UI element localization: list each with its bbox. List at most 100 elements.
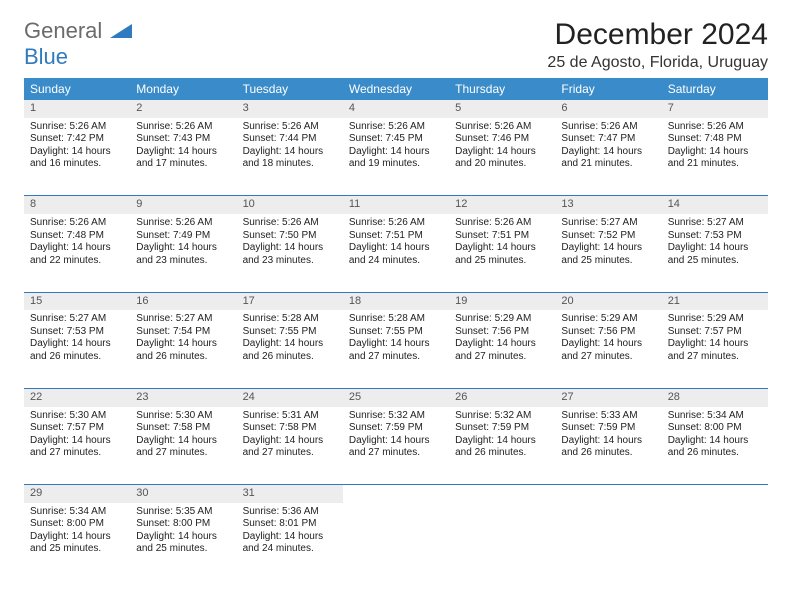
day-details: Sunrise: 5:28 AMSunset: 7:55 PMDaylight:… (343, 310, 449, 369)
day-number-cell: 16 (130, 292, 236, 310)
day-body-cell: Sunrise: 5:26 AMSunset: 7:51 PMDaylight:… (449, 214, 555, 292)
day-body-cell: Sunrise: 5:34 AMSunset: 8:00 PMDaylight:… (662, 407, 768, 485)
day-body-cell: Sunrise: 5:26 AMSunset: 7:48 PMDaylight:… (662, 118, 768, 196)
day-body-cell: Sunrise: 5:26 AMSunset: 7:43 PMDaylight:… (130, 118, 236, 196)
sunrise-line: Sunrise: 5:26 AM (349, 217, 443, 230)
sunset-line: Sunset: 8:00 PM (136, 518, 230, 531)
sunrise-line: Sunrise: 5:34 AM (30, 506, 124, 519)
day-body-cell: Sunrise: 5:27 AMSunset: 7:53 PMDaylight:… (24, 310, 130, 388)
sunrise-line: Sunrise: 5:35 AM (136, 506, 230, 519)
sunrise-line: Sunrise: 5:31 AM (243, 410, 337, 423)
day-number-cell (343, 485, 449, 503)
day-number-cell: 17 (237, 292, 343, 310)
day-body-cell: Sunrise: 5:32 AMSunset: 7:59 PMDaylight:… (343, 407, 449, 485)
day-body-cell (555, 503, 661, 581)
daylight-line: Daylight: 14 hours and 25 minutes. (30, 531, 124, 556)
day-details: Sunrise: 5:29 AMSunset: 7:56 PMDaylight:… (555, 310, 661, 369)
sunset-line: Sunset: 7:53 PM (30, 326, 124, 339)
day-number-cell: 29 (24, 485, 130, 503)
weekday-header-row: Sunday Monday Tuesday Wednesday Thursday… (24, 78, 768, 100)
day-number-cell: 9 (130, 196, 236, 214)
daylight-line: Daylight: 14 hours and 22 minutes. (30, 242, 124, 267)
day-body-cell (449, 503, 555, 581)
daylight-line: Daylight: 14 hours and 26 minutes. (30, 338, 124, 363)
sunset-line: Sunset: 7:58 PM (136, 422, 230, 435)
sunrise-line: Sunrise: 5:27 AM (30, 313, 124, 326)
logo-triangle-icon (110, 24, 132, 38)
day-number-cell: 20 (555, 292, 661, 310)
day-number-cell: 11 (343, 196, 449, 214)
sunrise-line: Sunrise: 5:26 AM (136, 217, 230, 230)
weekday-header: Wednesday (343, 78, 449, 100)
day-body-cell: Sunrise: 5:26 AMSunset: 7:44 PMDaylight:… (237, 118, 343, 196)
sunrise-line: Sunrise: 5:26 AM (243, 217, 337, 230)
day-body-cell: Sunrise: 5:26 AMSunset: 7:45 PMDaylight:… (343, 118, 449, 196)
sunrise-line: Sunrise: 5:26 AM (136, 121, 230, 134)
day-number-cell: 1 (24, 100, 130, 118)
daylight-line: Daylight: 14 hours and 23 minutes. (136, 242, 230, 267)
sunrise-line: Sunrise: 5:29 AM (561, 313, 655, 326)
day-body-cell: Sunrise: 5:26 AMSunset: 7:48 PMDaylight:… (24, 214, 130, 292)
day-number-cell (662, 485, 768, 503)
sunset-line: Sunset: 7:59 PM (349, 422, 443, 435)
day-body-cell: Sunrise: 5:26 AMSunset: 7:51 PMDaylight:… (343, 214, 449, 292)
day-details: Sunrise: 5:26 AMSunset: 7:43 PMDaylight:… (130, 118, 236, 177)
day-details: Sunrise: 5:26 AMSunset: 7:51 PMDaylight:… (449, 214, 555, 273)
logo-line1: General (24, 18, 102, 43)
day-details: Sunrise: 5:26 AMSunset: 7:48 PMDaylight:… (24, 214, 130, 273)
day-body-cell: Sunrise: 5:35 AMSunset: 8:00 PMDaylight:… (130, 503, 236, 581)
day-number-cell: 25 (343, 388, 449, 406)
day-number-cell: 3 (237, 100, 343, 118)
day-number-cell: 26 (449, 388, 555, 406)
sunrise-line: Sunrise: 5:26 AM (668, 121, 762, 134)
daylight-line: Daylight: 14 hours and 25 minutes. (668, 242, 762, 267)
sunrise-line: Sunrise: 5:26 AM (455, 217, 549, 230)
sunset-line: Sunset: 7:52 PM (561, 230, 655, 243)
title-block: December 2024 25 de Agosto, Florida, Uru… (547, 18, 768, 72)
day-details: Sunrise: 5:31 AMSunset: 7:58 PMDaylight:… (237, 407, 343, 466)
day-details: Sunrise: 5:28 AMSunset: 7:55 PMDaylight:… (237, 310, 343, 369)
day-details: Sunrise: 5:29 AMSunset: 7:57 PMDaylight:… (662, 310, 768, 369)
day-number-cell: 12 (449, 196, 555, 214)
day-details: Sunrise: 5:35 AMSunset: 8:00 PMDaylight:… (130, 503, 236, 562)
day-number-cell: 28 (662, 388, 768, 406)
day-details: Sunrise: 5:26 AMSunset: 7:51 PMDaylight:… (343, 214, 449, 273)
sunset-line: Sunset: 7:53 PM (668, 230, 762, 243)
month-title: December 2024 (547, 18, 768, 52)
day-details: Sunrise: 5:27 AMSunset: 7:53 PMDaylight:… (662, 214, 768, 273)
day-body-cell: Sunrise: 5:28 AMSunset: 7:55 PMDaylight:… (343, 310, 449, 388)
day-number-cell: 27 (555, 388, 661, 406)
day-details: Sunrise: 5:32 AMSunset: 7:59 PMDaylight:… (343, 407, 449, 466)
sunset-line: Sunset: 7:57 PM (30, 422, 124, 435)
day-body-cell: Sunrise: 5:26 AMSunset: 7:50 PMDaylight:… (237, 214, 343, 292)
day-body-row: Sunrise: 5:34 AM Sunset: 8:00 PM Daylight:… (24, 503, 768, 581)
sunset-line: Sunset: 8:01 PM (243, 518, 337, 531)
calendar-page: General Blue December 2024 25 de Agosto,… (0, 0, 792, 599)
weekday-header: Saturday (662, 78, 768, 100)
sunset-line: Sunset: 7:48 PM (668, 133, 762, 146)
day-number-cell: 7 (662, 100, 768, 118)
day-details: Sunrise: 5:27 AMSunset: 7:52 PMDaylight:… (555, 214, 661, 273)
sunrise-line: Sunrise: 5:26 AM (455, 121, 549, 134)
day-number-cell: 8 (24, 196, 130, 214)
day-number-cell: 10 (237, 196, 343, 214)
sunset-line: Sunset: 7:55 PM (243, 326, 337, 339)
day-body-cell: Sunrise: 5:26 AMSunset: 7:42 PMDaylight:… (24, 118, 130, 196)
daylight-line: Daylight: 14 hours and 27 minutes. (668, 338, 762, 363)
sunset-line: Sunset: 7:57 PM (668, 326, 762, 339)
day-body-row: Sunrise: 5:30 AMSunset: 7:57 PMDaylight:… (24, 407, 768, 485)
day-details: Sunrise: 5:34 AMSunset: 8:00 PMDaylight:… (662, 407, 768, 466)
day-number-row: 891011121314 (24, 196, 768, 214)
day-body-cell: Sunrise: 5:28 AMSunset: 7:55 PMDaylight:… (237, 310, 343, 388)
calendar-table: Sunday Monday Tuesday Wednesday Thursday… (24, 78, 768, 581)
day-body-cell (662, 503, 768, 581)
day-body-row: Sunrise: 5:27 AMSunset: 7:53 PMDaylight:… (24, 310, 768, 388)
day-details: Sunrise: 5:30 AMSunset: 7:58 PMDaylight:… (130, 407, 236, 466)
daylight-line: Daylight: 14 hours and 27 minutes. (30, 435, 124, 460)
daylight-line: Daylight: 14 hours and 20 minutes. (455, 146, 549, 171)
daylight-line: Daylight: 14 hours and 18 minutes. (243, 146, 337, 171)
day-body-cell: Sunrise: 5:26 AMSunset: 7:49 PMDaylight:… (130, 214, 236, 292)
daylight-line: Daylight: 14 hours and 27 minutes. (349, 435, 443, 460)
day-number-cell: 2 (130, 100, 236, 118)
weekday-header: Sunday (24, 78, 130, 100)
